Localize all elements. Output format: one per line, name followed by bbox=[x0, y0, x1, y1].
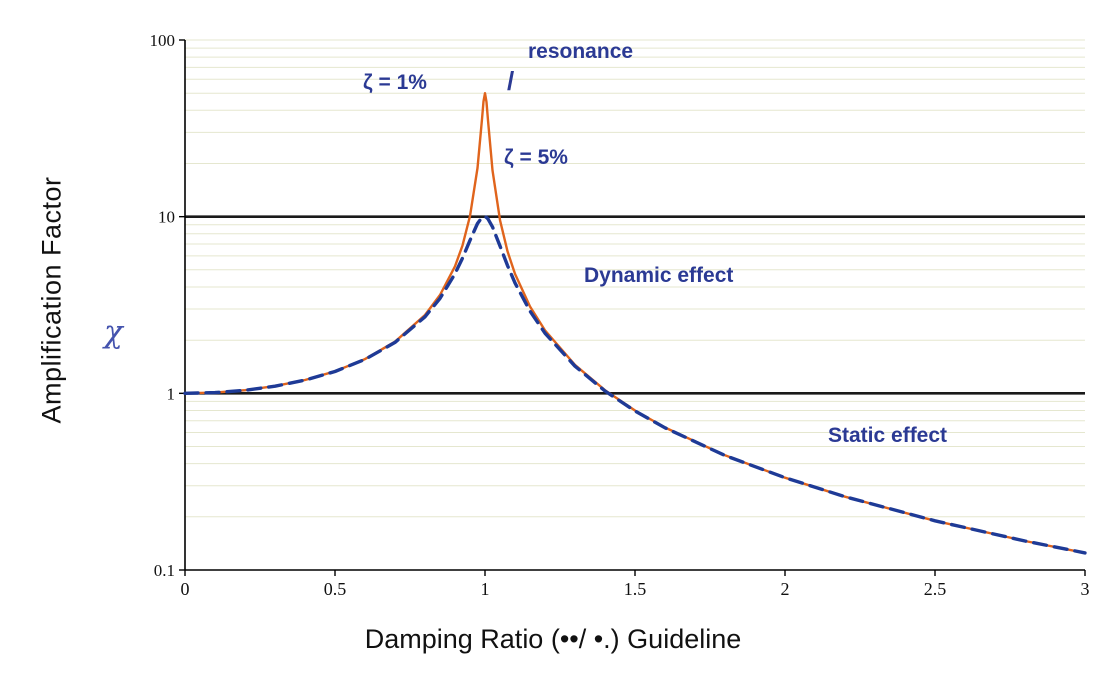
annotation-resonance: resonance bbox=[528, 40, 634, 63]
x-axis-label: Damping Ratio (••/ •.) Guideline bbox=[364, 624, 742, 654]
x-tick-label: 3 bbox=[1081, 579, 1090, 599]
y-tick-label: 0.1 bbox=[154, 561, 175, 580]
x-tick-label: 1 bbox=[481, 579, 490, 599]
x-tick-label: 0.5 bbox=[324, 579, 347, 599]
annotation-dynamic-effect: Dynamic effect bbox=[584, 264, 734, 287]
resonance-leader-slash: / bbox=[507, 66, 515, 96]
x-tick-label: 2 bbox=[781, 579, 790, 599]
annotation-zeta-5-percent: ζ = 5% bbox=[504, 146, 568, 169]
annotation-zeta-1-percent: ζ = 1% bbox=[363, 71, 427, 94]
annotation-static-effect: Static effect bbox=[828, 424, 948, 447]
x-tick-label: 0 bbox=[181, 579, 190, 599]
series-line-zeta-5pct bbox=[183, 215, 1087, 555]
series-line-zeta-1pct bbox=[183, 92, 1087, 555]
chi-symbol-label: χ bbox=[104, 314, 123, 350]
x-tick-label: 2.5 bbox=[924, 579, 947, 599]
y-axis-label: Amplification Factor bbox=[36, 176, 67, 424]
y-tick-label: 100 bbox=[150, 31, 176, 50]
y-tick-label: 1 bbox=[167, 384, 176, 403]
x-tick-label: 1.5 bbox=[624, 579, 647, 599]
y-tick-label: 10 bbox=[158, 208, 175, 227]
